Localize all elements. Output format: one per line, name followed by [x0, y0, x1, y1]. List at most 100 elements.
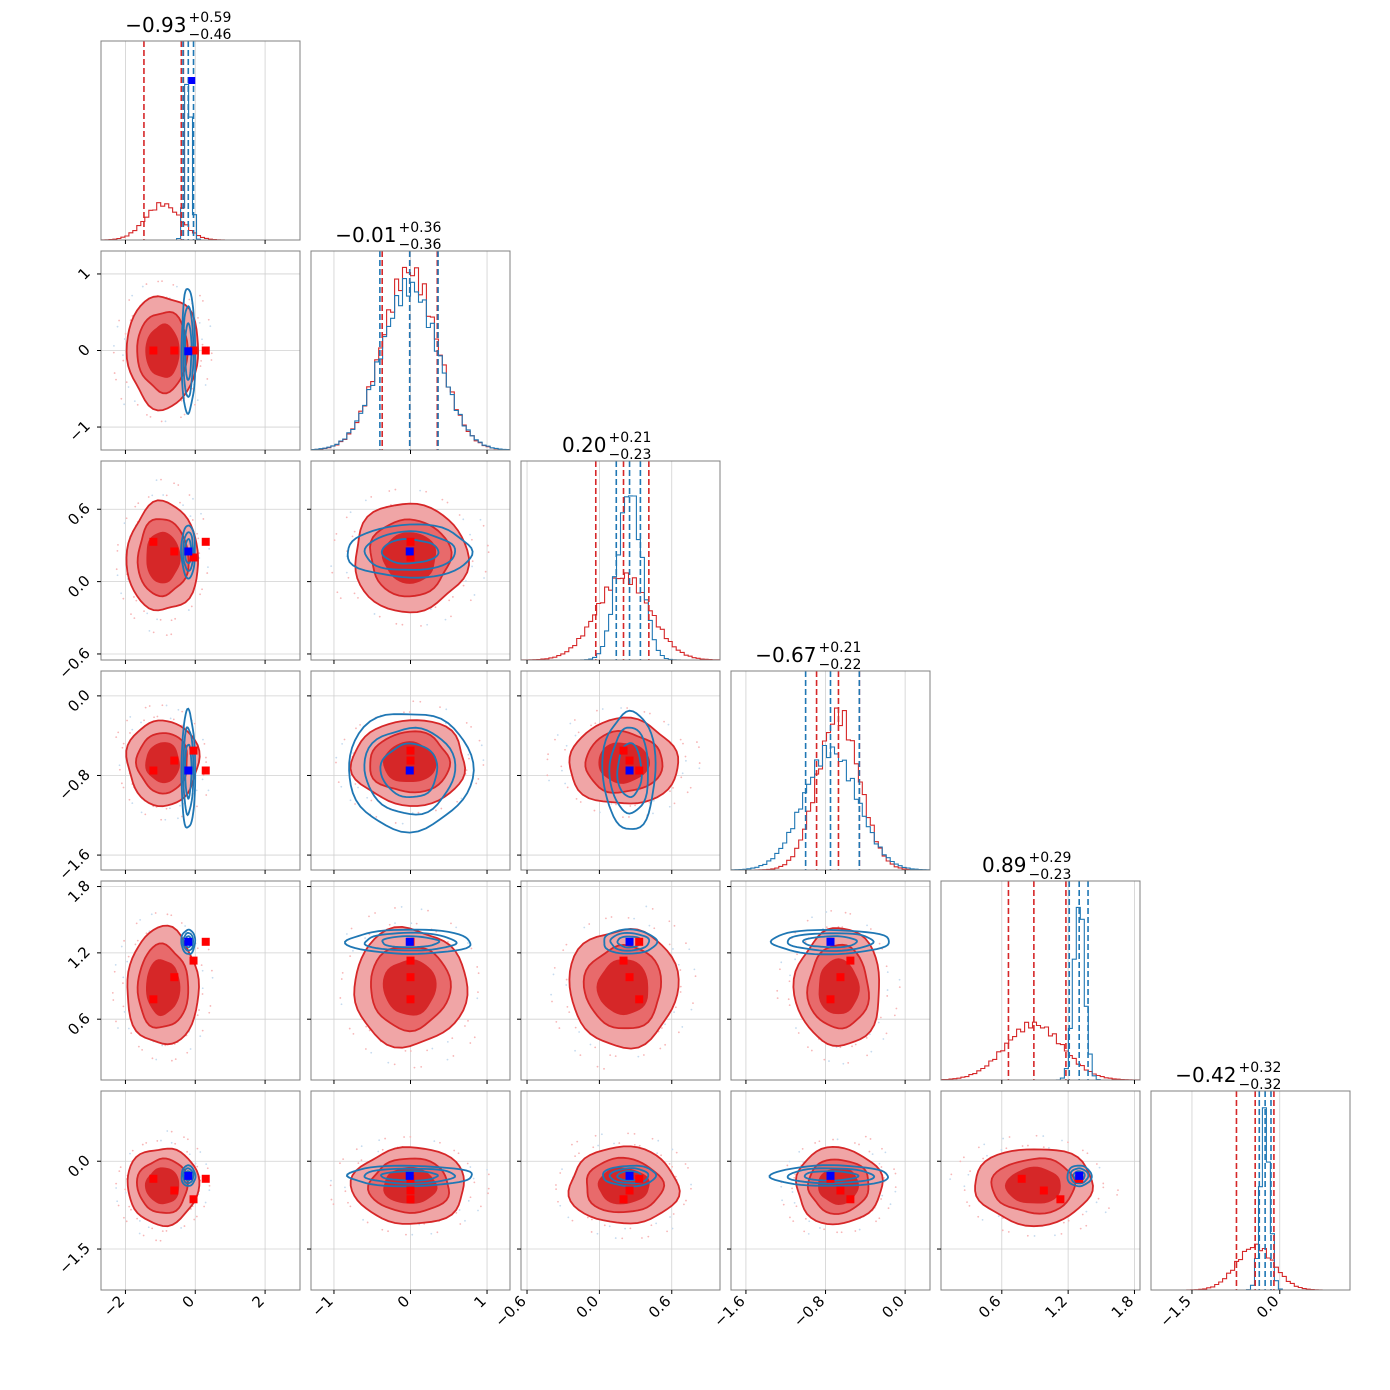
sample-point — [387, 1061, 390, 1064]
sample-point — [823, 1058, 826, 1061]
sample-point — [1081, 1149, 1084, 1152]
sample-point — [574, 1155, 577, 1158]
sample-point — [465, 580, 467, 582]
sample-point — [882, 1038, 885, 1040]
sample-point — [668, 943, 671, 946]
sample-point — [340, 978, 343, 980]
sample-point — [690, 1183, 692, 1186]
sample-point — [624, 1227, 627, 1230]
sample-point — [188, 494, 191, 496]
sample-point — [330, 565, 333, 568]
sample-point — [347, 1201, 349, 1204]
sample-point — [687, 1166, 689, 1169]
sample-point — [567, 1216, 570, 1219]
sample-point — [120, 945, 123, 948]
sample-point — [413, 1066, 416, 1069]
sample-point — [667, 723, 670, 726]
title-upper-error: +0.21 — [819, 640, 862, 656]
sample-point — [869, 928, 872, 930]
truth-marker-red — [635, 995, 644, 1004]
sample-point — [123, 939, 125, 942]
sample-point — [685, 1199, 687, 1202]
sample-point — [655, 1222, 658, 1225]
sample-point — [894, 1186, 897, 1189]
sample-point — [196, 532, 198, 535]
sample-point — [1085, 1210, 1088, 1213]
truth-marker-red — [1056, 1195, 1065, 1204]
sample-point — [681, 772, 684, 775]
sample-point — [469, 1042, 472, 1044]
contour-panel-5-4: 0.6 1.2 1.8 — [937, 1090, 1141, 1322]
y-tick-label: 0.0 — [64, 572, 94, 602]
sample-point — [136, 403, 139, 406]
y-tick-label: −1 — [65, 417, 93, 445]
sample-point — [125, 381, 128, 384]
sample-point — [689, 786, 692, 789]
sample-point — [130, 1032, 133, 1035]
x-tick-label: 0.6 — [975, 1292, 1005, 1322]
sample-point — [807, 1046, 809, 1049]
panel-title: −0.42 — [1175, 1063, 1236, 1087]
sample-point — [180, 416, 182, 419]
sample-point — [115, 1182, 118, 1185]
panel-title: −0.01 — [335, 223, 396, 247]
sample-point — [450, 615, 452, 618]
sample-point — [190, 605, 193, 608]
sample-point — [170, 633, 173, 636]
sample-point — [469, 1166, 472, 1168]
sample-point — [344, 1190, 347, 1193]
sample-point — [576, 1140, 579, 1143]
sample-point — [189, 1048, 192, 1050]
sample-point — [130, 613, 132, 615]
sample-point — [858, 1143, 860, 1146]
blue-contour — [769, 928, 890, 956]
sample-point — [364, 937, 367, 939]
sample-point — [426, 1049, 429, 1052]
sample-point — [473, 1181, 476, 1184]
sample-point — [566, 1005, 569, 1008]
panel-frame — [730, 670, 931, 871]
contour-panel-5-2: −0.6 0.0 0.6 — [491, 1090, 721, 1331]
sample-point — [1062, 1221, 1065, 1224]
sample-point — [137, 502, 140, 505]
sample-point — [804, 941, 807, 943]
truth-marker-blue — [188, 77, 196, 84]
sample-point — [671, 1227, 674, 1230]
truth-marker-blue — [625, 766, 634, 775]
sample-point — [898, 978, 901, 981]
sample-point — [685, 942, 687, 945]
truth-marker-red — [625, 756, 634, 765]
truth-marker-red — [836, 973, 845, 982]
sample-point — [151, 1057, 154, 1060]
sample-point — [866, 924, 868, 927]
panel-frame — [520, 1090, 721, 1291]
sample-point — [162, 494, 165, 496]
sample-point — [209, 1005, 212, 1007]
panel-frame — [100, 460, 301, 661]
sample-point — [400, 906, 403, 908]
sample-point — [878, 1217, 881, 1220]
sample-point — [605, 917, 607, 920]
sample-point — [147, 496, 150, 498]
sample-point — [1067, 1141, 1069, 1144]
sample-point — [378, 1139, 381, 1142]
panel-frame — [520, 460, 721, 661]
sample-point — [470, 538, 473, 541]
sample-point — [445, 708, 448, 711]
sample-point — [133, 400, 136, 403]
sample-point — [122, 982, 124, 985]
sample-point — [394, 488, 397, 491]
truth-marker-red — [149, 346, 158, 355]
sample-point — [165, 494, 168, 497]
sample-point — [127, 386, 130, 388]
sample-point — [664, 1043, 667, 1046]
sample-point — [480, 1205, 482, 1208]
sample-point — [140, 721, 142, 724]
sample-point — [200, 359, 203, 362]
sample-point — [593, 809, 596, 812]
sample-point — [836, 1138, 839, 1141]
sample-point — [686, 791, 689, 794]
red-histogram — [941, 1021, 1140, 1080]
sample-point — [123, 1216, 125, 1219]
sample-point — [120, 397, 123, 400]
